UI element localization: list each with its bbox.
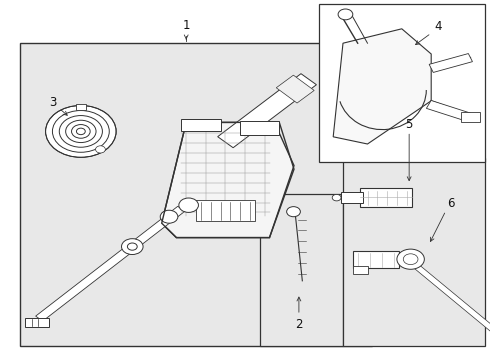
- Bar: [24, 318, 49, 327]
- Circle shape: [332, 194, 341, 201]
- Circle shape: [96, 146, 105, 153]
- Bar: [353, 251, 399, 268]
- Polygon shape: [218, 74, 317, 148]
- Bar: [341, 192, 363, 203]
- Text: 4: 4: [435, 21, 442, 33]
- Polygon shape: [276, 75, 314, 103]
- Circle shape: [179, 198, 198, 212]
- Polygon shape: [429, 54, 472, 72]
- Text: 6: 6: [447, 197, 455, 210]
- Bar: [360, 188, 412, 207]
- Polygon shape: [36, 206, 185, 321]
- Circle shape: [46, 105, 116, 157]
- Bar: [76, 104, 86, 110]
- Polygon shape: [426, 100, 470, 121]
- Text: 3: 3: [49, 96, 57, 109]
- Circle shape: [122, 239, 143, 255]
- Polygon shape: [333, 29, 431, 144]
- Bar: [461, 112, 480, 122]
- Text: 1: 1: [182, 19, 190, 32]
- Circle shape: [287, 207, 300, 217]
- Circle shape: [160, 210, 178, 223]
- Bar: [353, 266, 368, 274]
- Bar: [196, 200, 255, 221]
- Bar: [260, 194, 343, 346]
- Polygon shape: [414, 265, 490, 333]
- Circle shape: [127, 243, 137, 250]
- Polygon shape: [162, 122, 294, 238]
- Bar: [343, 158, 485, 346]
- Bar: [318, 4, 485, 162]
- Text: 2: 2: [295, 318, 303, 330]
- Bar: [20, 43, 372, 346]
- Bar: [181, 119, 221, 131]
- Circle shape: [397, 249, 424, 269]
- Circle shape: [338, 9, 353, 20]
- Bar: [240, 121, 279, 135]
- Text: 5: 5: [405, 118, 413, 131]
